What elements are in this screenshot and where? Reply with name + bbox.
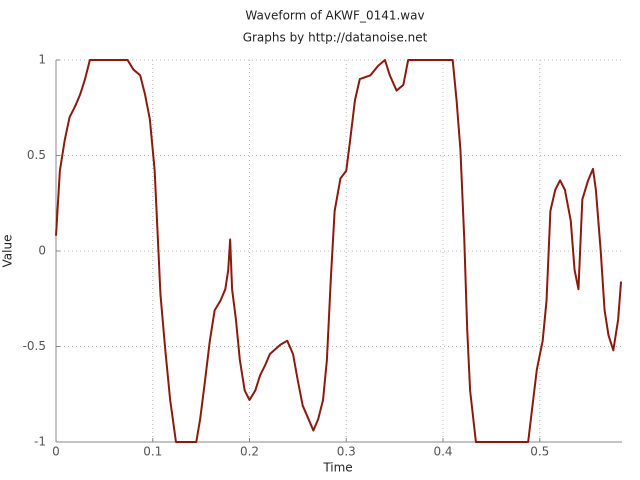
x-tick-label: 0.1 <box>143 445 162 459</box>
y-tick-label: -1 <box>34 435 46 449</box>
chart-subtitle: Graphs by http://datanoise.net <box>243 31 428 45</box>
y-tick-label: -0.5 <box>23 339 46 353</box>
x-axis-label: Time <box>322 461 352 475</box>
chart-title: Waveform of AKWF_0141.wav <box>245 9 424 23</box>
y-tick-label: 0.5 <box>27 148 46 162</box>
y-tick-label: 1 <box>38 53 46 67</box>
x-tick-label: 0.5 <box>530 445 549 459</box>
y-axis-label: Value <box>1 235 15 268</box>
x-tick-label: 0.4 <box>433 445 452 459</box>
x-tick-label: 0.2 <box>240 445 259 459</box>
x-tick-label: 0 <box>52 445 60 459</box>
waveform-line <box>55 59 623 443</box>
y-tick-label: 0 <box>38 244 46 258</box>
x-tick-label: 0.3 <box>337 445 356 459</box>
